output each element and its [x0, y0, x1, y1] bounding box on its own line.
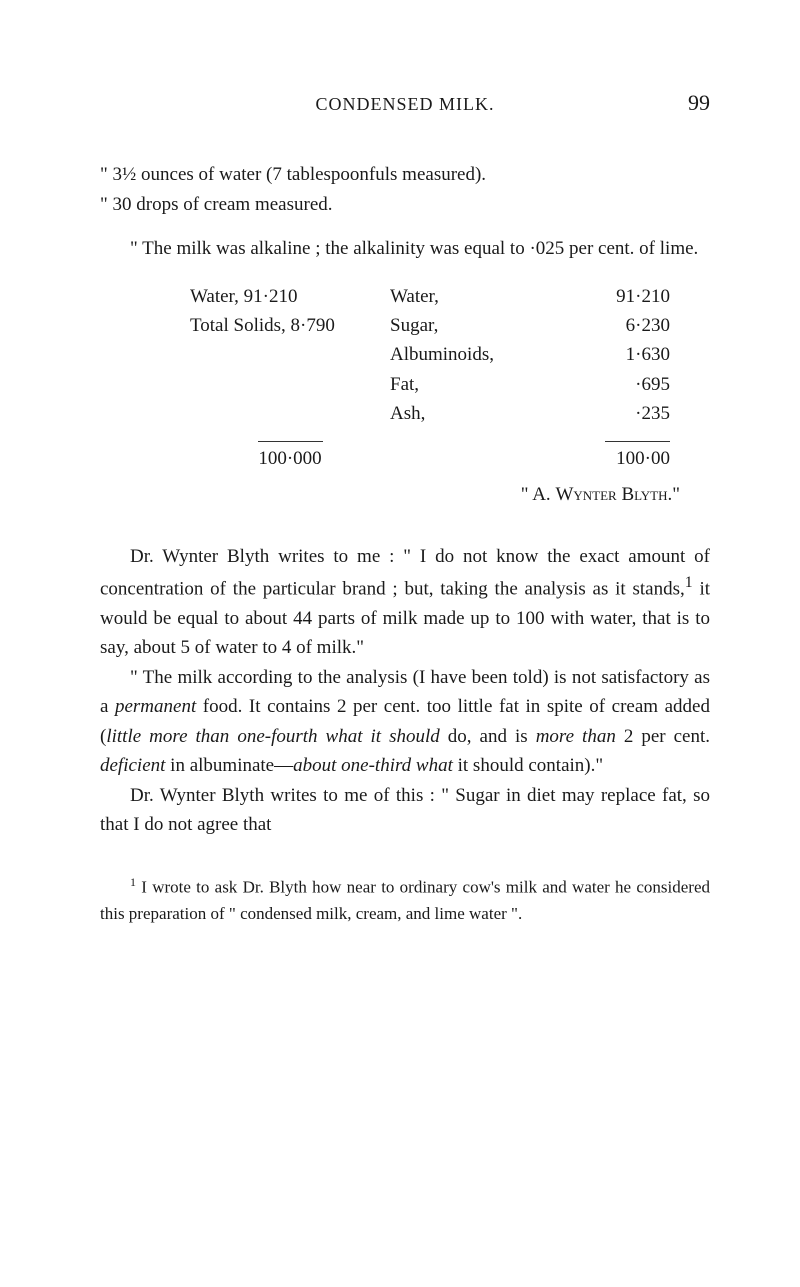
sugar-label: Sugar, [390, 311, 590, 340]
total-right-block: 100·00 [390, 441, 670, 470]
milk-analysis-paragraph: " The milk according to the analysis (I … [100, 663, 710, 781]
signature-name: Wynter Blyth." [555, 484, 680, 505]
ingredient-line-2: " 30 drops of cream measured. [100, 191, 710, 219]
running-header: CONDENSED MILK. [150, 94, 660, 115]
totals-row: 100·000 100·00 [190, 441, 710, 470]
ash-label: Ash, [390, 399, 590, 428]
analysis-table: Water, 91·210 Total Solids, 8·790 Water,… [190, 282, 710, 429]
table-row: Water, 91·210 [390, 282, 670, 311]
sugar-value: 6·230 [590, 311, 670, 340]
footnote-1: 1 I wrote to ask Dr. Blyth how near to o… [100, 873, 710, 926]
left-solids-row: Total Solids, 8·790 [190, 311, 335, 340]
para2-part-a: Dr. Wynter Blyth writes to me : " I do n… [100, 546, 710, 600]
analysis-right-column: Water, 91·210 Sugar, 6·230 Albuminoids, … [390, 282, 670, 429]
para3-i1: permanent [115, 696, 196, 717]
total-right-value: 100·00 [616, 448, 670, 469]
total-left-value: 100·000 [258, 448, 321, 469]
left-water-row: Water, 91·210 [190, 282, 297, 311]
albuminoids-label: Albuminoids, [390, 340, 590, 369]
fat-value: ·695 [590, 370, 670, 399]
ingredient-line-1: " 3½ ounces of water (7 tablespoonfuls m… [100, 161, 710, 189]
para3-f: it should contain)." [453, 755, 603, 776]
alkaline-paragraph: " The milk was alkaline ; the alkalinity… [100, 234, 710, 263]
para3-e: in albuminate— [165, 755, 293, 776]
table-row: Albuminoids, 1·630 [390, 340, 670, 369]
total-rule [258, 441, 323, 442]
page-number: 99 [660, 90, 710, 116]
para3-i3: more than [536, 726, 616, 747]
ash-value: ·235 [590, 399, 670, 428]
para3-i5: about one-third what [293, 755, 453, 776]
para3-d: 2 per cent. [616, 726, 710, 747]
footnote-text: I wrote to ask Dr. Blyth how near to ord… [100, 878, 710, 923]
para3-i2: little more than one-fourth what it shou… [106, 726, 439, 747]
total-rule [605, 441, 670, 442]
signature-prefix: " A. [521, 484, 556, 505]
analysis-left-column: Water, 91·210 Total Solids, 8·790 [190, 282, 390, 429]
footnote-ref-1: 1 [685, 574, 693, 591]
total-left-block: 100·000 [190, 441, 390, 470]
water-label: Water, [390, 282, 590, 311]
water-value: 91·210 [590, 282, 670, 311]
page-header: CONDENSED MILK. 99 [100, 90, 710, 116]
signature-line: " A. Wynter Blyth." [100, 484, 680, 506]
table-row: Fat, ·695 [390, 370, 670, 399]
table-row: Sugar, 6·230 [390, 311, 670, 340]
wynter-paragraph-1: Dr. Wynter Blyth writes to me : " I do n… [100, 542, 710, 663]
sugar-paragraph: Dr. Wynter Blyth writes to me of this : … [100, 781, 710, 840]
para3-c: do, and is [440, 726, 536, 747]
table-row: Total Solids, 8·790 [190, 311, 390, 340]
para3-i4: deficient [100, 755, 165, 776]
table-row: Ash, ·235 [390, 399, 670, 428]
fat-label: Fat, [390, 370, 590, 399]
table-row: Water, 91·210 [190, 282, 390, 311]
albuminoids-value: 1·630 [590, 340, 670, 369]
